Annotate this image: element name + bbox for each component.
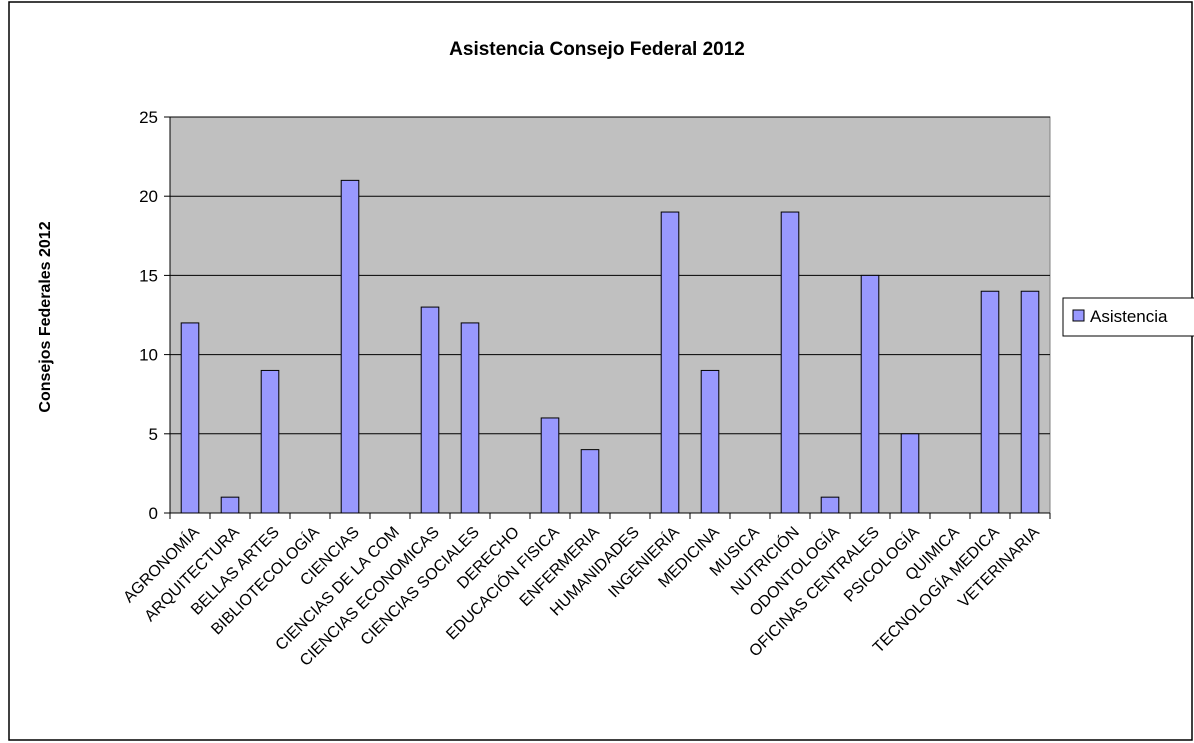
legend-box bbox=[1062, 297, 1194, 337]
bar bbox=[460, 322, 480, 514]
y-tick-labels: 0 5 10 15 20 25 bbox=[139, 108, 158, 523]
bars bbox=[180, 179, 1040, 514]
bar bbox=[180, 322, 200, 514]
y-tick-label: 20 bbox=[139, 187, 158, 206]
bar bbox=[780, 211, 800, 514]
bar bbox=[660, 211, 680, 514]
axes bbox=[164, 116, 1051, 519]
bar bbox=[340, 179, 360, 514]
y-tick-label: 10 bbox=[139, 346, 158, 365]
legend-swatch bbox=[1072, 309, 1085, 322]
bar bbox=[420, 306, 440, 514]
bar bbox=[980, 290, 1000, 514]
gridlines bbox=[170, 116, 1050, 435]
bar bbox=[700, 369, 720, 514]
y-axis-label: Consejos Federales 2012 bbox=[37, 221, 54, 412]
y-tick-label: 15 bbox=[139, 266, 158, 285]
bar bbox=[900, 433, 920, 514]
bar bbox=[860, 274, 880, 514]
y-tick-label: 0 bbox=[149, 504, 158, 523]
bar bbox=[220, 496, 240, 514]
bar bbox=[260, 369, 280, 514]
y-tick-label: 25 bbox=[139, 108, 158, 127]
legend-label: Asistencia bbox=[1090, 307, 1168, 326]
y-tick-label: 5 bbox=[149, 425, 158, 444]
legend: Asistencia bbox=[1062, 297, 1194, 337]
bar bbox=[820, 496, 840, 514]
bar bbox=[580, 449, 600, 514]
bar bbox=[540, 417, 560, 514]
bar bbox=[1020, 290, 1040, 514]
chart-title: Asistencia Consejo Federal 2012 bbox=[449, 39, 745, 60]
